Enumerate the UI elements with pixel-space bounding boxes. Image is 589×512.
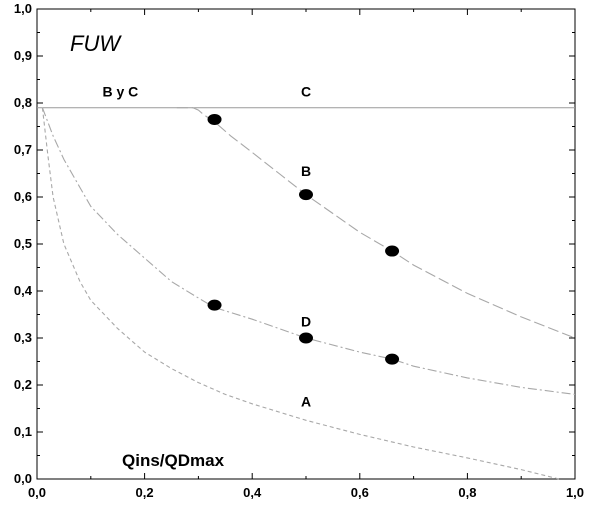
x-tick-label: 0,2 — [136, 485, 154, 500]
x-tick-label: 1,0 — [566, 485, 584, 500]
y-tick-label: 0,2 — [14, 377, 32, 392]
series-line-D — [41, 107, 576, 395]
x-tick-label: 0,8 — [458, 485, 476, 500]
points-group — [207, 113, 400, 365]
data-point — [207, 299, 222, 311]
y-tick-label: 0,1 — [14, 424, 32, 439]
y-tick-label: 0,7 — [14, 142, 32, 157]
data-point — [385, 353, 400, 365]
y-tick-label: 0,4 — [14, 283, 33, 298]
y-tick-label: 0,9 — [14, 48, 32, 63]
region-label: B y C — [102, 83, 138, 99]
x-tick-label: 0,4 — [243, 485, 262, 500]
data-point — [299, 189, 313, 201]
x-tick-label: 0,0 — [28, 485, 46, 500]
y-tick-label: 0,6 — [14, 189, 32, 204]
y-tick-label: 0,5 — [14, 236, 32, 251]
series-line-A — [41, 107, 560, 480]
series-line-B — [192, 107, 576, 339]
axes-group: 0,0 0,1 0,2 0,3 0,4 0,5 0,6 0,7 0,8 0,9 1,0 0,0 0,2 0… — [14, 1, 584, 500]
y-tick-label: 0,3 — [14, 330, 32, 345]
data-point — [207, 113, 222, 125]
y-tick-label: 0,8 — [14, 95, 32, 110]
y-tick-label: 0,0 — [14, 471, 32, 486]
x-tick-label: 0,6 — [351, 485, 369, 500]
chart-title: FUW — [70, 31, 122, 56]
region-label: D — [301, 314, 311, 330]
x-axis-label: Qins/QDmax — [122, 451, 225, 470]
region-label: B — [301, 163, 311, 179]
y-tick-label: 1,0 — [14, 1, 32, 16]
annotations-group: B y C C B D A — [102, 83, 311, 409]
data-point — [299, 332, 313, 344]
region-label: C — [301, 83, 311, 99]
region-label: A — [301, 393, 311, 409]
data-point — [385, 245, 400, 257]
